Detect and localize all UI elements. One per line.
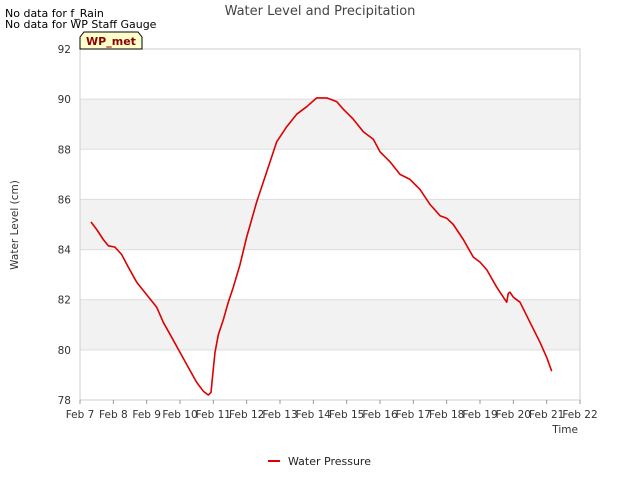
y-tick-label-88: 88: [58, 144, 71, 156]
x-tick-label-21: Feb 21: [529, 409, 564, 421]
x-tick-label-10: Feb 10: [162, 409, 197, 421]
x-axis-label: Time: [551, 424, 578, 436]
x-tick-label-14: Feb 14: [296, 409, 332, 421]
x-tick-label-11: Feb 11: [196, 409, 231, 421]
x-tick-label-19: Feb 19: [462, 409, 497, 421]
x-tick-label-8: Feb 8: [99, 409, 128, 421]
chart-title: Water Level and Precipitation: [225, 4, 416, 19]
y-tick-label-80: 80: [58, 345, 71, 357]
y-tick-label-92: 92: [58, 44, 71, 56]
x-tick-label-9: Feb 9: [132, 409, 161, 421]
band-88: [80, 99, 580, 150]
x-tick-label-7: Feb 7: [66, 409, 95, 421]
legend-label-water-pressure: Water Pressure: [288, 455, 371, 468]
no-data-note-rain: No data for f_Rain: [5, 7, 104, 20]
y-tick-label-90: 90: [58, 94, 71, 106]
wp-met-badge[interactable]: WP_met: [79, 31, 143, 50]
legend: Water Pressure: [268, 455, 371, 468]
y-tick-layer: 78 80 82 84 86 88 90 92: [58, 44, 72, 407]
y-tick-label-82: 82: [58, 295, 71, 307]
band-layer: [80, 99, 580, 350]
x-tick-label-15: Feb 15: [329, 409, 364, 421]
plot-frame: [79, 48, 581, 401]
water-pressure-line: [90, 97, 553, 396]
no-data-note-staff-gauge: No data for WP Staff Gauge: [5, 18, 157, 31]
x-tick-label-17: Feb 17: [396, 409, 431, 421]
band-80: [80, 299, 580, 350]
badge-label: WP_met: [86, 35, 136, 48]
badge-shape: [79, 31, 143, 50]
y-tick-label-78: 78: [58, 395, 71, 407]
y-axis-label: Water Level (cm): [9, 180, 21, 270]
y-tick-label-84: 84: [58, 245, 72, 257]
x-tick-label-20: Feb 20: [496, 409, 531, 421]
band-84: [80, 199, 580, 250]
y-tick-label-86: 86: [58, 194, 72, 206]
x-tick-label-16: Feb 16: [362, 409, 398, 421]
x-tick-label-18: Feb 18: [429, 409, 464, 421]
x-tick-label-22: Feb 22: [562, 409, 597, 421]
x-tick-label-13: Feb 13: [262, 409, 297, 421]
x-tick-label-12: Feb 12: [229, 409, 264, 421]
